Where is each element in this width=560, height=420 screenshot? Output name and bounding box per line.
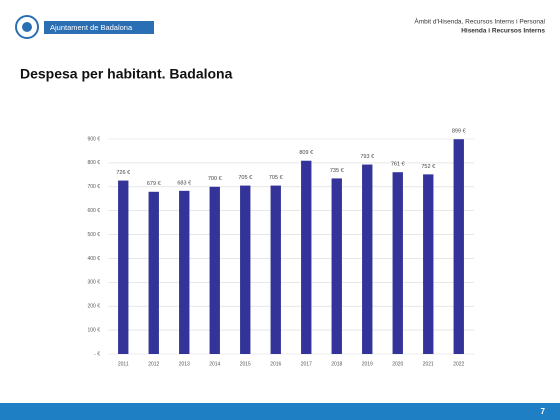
y-tick-label: 300 € <box>87 280 100 286</box>
data-label: 761 € <box>391 162 405 168</box>
chart-title: Despesa per habitant. Badalona <box>20 66 233 82</box>
page-number: 7 <box>541 407 546 416</box>
header-line: Hisenda i Recursos Interns <box>461 28 545 35</box>
data-label: 735 € <box>330 168 344 174</box>
bar <box>453 139 464 354</box>
data-label: 726 € <box>116 170 130 176</box>
x-tick-label: 2017 <box>301 361 312 367</box>
y-tick-label: 100 € <box>87 327 100 333</box>
data-label: 793 € <box>360 154 374 160</box>
y-tick-label: 900 € <box>87 136 100 142</box>
data-label: 683 € <box>177 180 191 186</box>
y-tick-label: 600 € <box>87 208 100 214</box>
bar <box>179 190 190 354</box>
x-tick-label: 2020 <box>392 361 403 367</box>
x-tick-label: 2013 <box>179 361 190 367</box>
x-tick-label: 2014 <box>209 361 220 367</box>
bar <box>148 191 159 354</box>
bar <box>423 174 434 354</box>
data-label: 752 € <box>421 164 435 170</box>
x-tick-label: 2019 <box>362 361 373 367</box>
bar <box>240 185 251 354</box>
x-tick-label: 2015 <box>240 361 251 367</box>
y-tick-label: - € <box>94 351 100 357</box>
data-label: 679 € <box>147 181 161 187</box>
y-tick-label: 800 € <box>87 160 100 166</box>
bar <box>301 160 312 354</box>
bar <box>362 164 373 354</box>
y-tick-label: 500 € <box>87 232 100 238</box>
y-tick-label: 200 € <box>87 304 100 310</box>
bar <box>331 178 342 354</box>
logo-icon-core <box>22 22 32 32</box>
data-label: 899 € <box>452 129 466 135</box>
data-label: 705 € <box>238 175 252 181</box>
x-tick-label: 2016 <box>270 361 281 367</box>
bar <box>118 180 129 354</box>
y-tick-label: 400 € <box>87 256 100 262</box>
data-label: 700 € <box>208 176 222 182</box>
footer-bar <box>0 403 560 420</box>
y-tick-label: 700 € <box>87 184 100 190</box>
x-tick-label: 2021 <box>423 361 434 367</box>
bar <box>209 186 220 354</box>
data-label: 809 € <box>299 150 313 156</box>
x-tick-label: 2022 <box>453 361 464 367</box>
bar <box>270 185 281 354</box>
x-tick-label: 2011 <box>118 361 129 367</box>
x-tick-label: 2012 <box>148 361 159 367</box>
logo-box <box>44 21 154 34</box>
data-label: 705 € <box>269 175 283 181</box>
bar <box>392 172 403 354</box>
x-tick-label: 2018 <box>331 361 342 367</box>
header-line: Àmbit d'Hisenda, Recursos Interns i Pers… <box>414 17 545 26</box>
logo-text: Ajuntament de Badalona <box>50 23 133 32</box>
